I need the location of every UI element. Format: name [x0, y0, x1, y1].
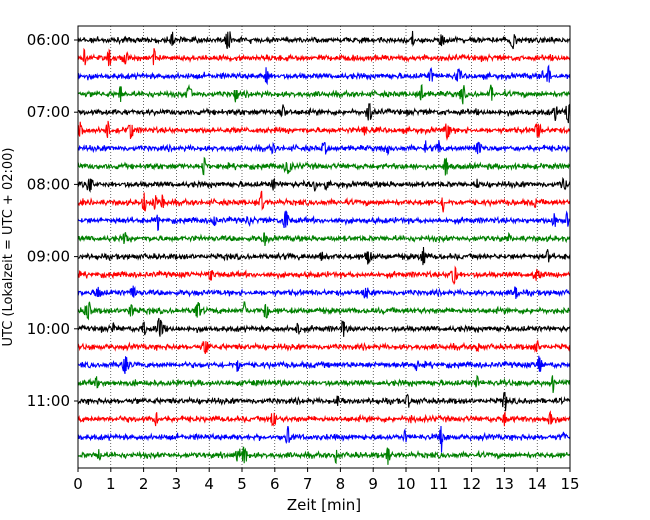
x-axis-label: Zeit [min] [287, 496, 361, 514]
x-tick-label: 15 [560, 475, 579, 493]
trace-0830 [77, 209, 571, 232]
x-tick-label: 3 [172, 475, 182, 493]
trace-1000 [77, 317, 571, 337]
y-axis-label: UTC (Lokalzeit = UTC + 02:00) [1, 148, 16, 347]
x-tick-label: 9 [368, 475, 378, 493]
trace-0915 [77, 265, 571, 285]
trace-0815 [77, 190, 571, 213]
plot-frame [77, 25, 571, 469]
trace-0615 [77, 47, 571, 67]
trace-0945 [77, 301, 571, 321]
x-tick-label: 6 [270, 475, 280, 493]
x-tick-label: 12 [462, 475, 481, 493]
traces-group [77, 30, 571, 465]
x-tick-label: 11 [429, 475, 448, 493]
trace-0645 [77, 83, 571, 105]
x-tick-label: 10 [396, 475, 415, 493]
trace-0630 [77, 64, 571, 86]
y-tick-label: 06:00 [27, 31, 70, 49]
trace-0745 [77, 156, 571, 176]
x-axis: 0 1 2 3 4 5 6 7 8 9 10 11 12 13 14 15 [73, 468, 580, 493]
trace-1100 [77, 391, 571, 412]
y-tick-label: 08:00 [27, 175, 70, 193]
trace-1130 [77, 425, 571, 453]
x-tick-label: 0 [73, 475, 83, 493]
x-tick-label: 13 [495, 475, 514, 493]
y-axis: 06:00 07:00 08:00 09:00 10:00 11:00 [27, 31, 78, 410]
trace-0730 [77, 140, 571, 157]
trace-0900 [77, 246, 571, 266]
trace-0600 [77, 30, 571, 50]
trace-0800 [77, 176, 571, 193]
trace-1115 [77, 410, 571, 427]
y-tick-label: 09:00 [27, 248, 70, 266]
trace-1030 [77, 355, 571, 375]
x-tick-label: 2 [139, 475, 149, 493]
y-tick-label: 07:00 [27, 103, 70, 121]
x-tick-label: 1 [106, 475, 116, 493]
y-tick-label: 10:00 [27, 320, 70, 338]
trace-1145 [77, 446, 571, 465]
x-tick-label: 14 [528, 475, 547, 493]
x-tick-label: 4 [204, 475, 214, 493]
trace-1045 [78, 374, 571, 393]
trace-0930 [77, 285, 571, 299]
trace-0715 [77, 120, 571, 142]
y-tick-label: 11:00 [27, 392, 70, 410]
x-tick-label: 8 [336, 475, 346, 493]
x-tick-label: 7 [303, 475, 313, 493]
x-tick-label: 5 [237, 475, 247, 493]
trace-1015 [77, 339, 571, 355]
trace-0700 [77, 103, 571, 124]
trace-0845 [77, 231, 571, 247]
